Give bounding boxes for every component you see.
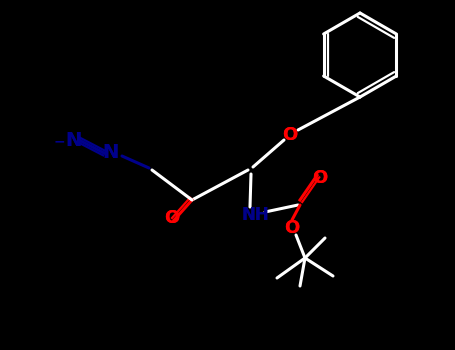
Text: O: O — [284, 219, 300, 237]
Text: NH: NH — [241, 206, 269, 224]
Text: N: N — [102, 144, 118, 162]
Text: NH: NH — [241, 206, 269, 224]
Text: N: N — [65, 131, 81, 149]
Text: N: N — [65, 131, 81, 149]
Text: N: N — [102, 144, 118, 162]
Text: O: O — [313, 169, 328, 187]
Text: O: O — [313, 169, 328, 187]
Text: O: O — [164, 209, 180, 227]
Text: −: − — [53, 134, 65, 148]
Text: O: O — [283, 126, 298, 144]
Text: O: O — [284, 219, 300, 237]
Text: O: O — [164, 209, 180, 227]
Text: O: O — [283, 126, 298, 144]
